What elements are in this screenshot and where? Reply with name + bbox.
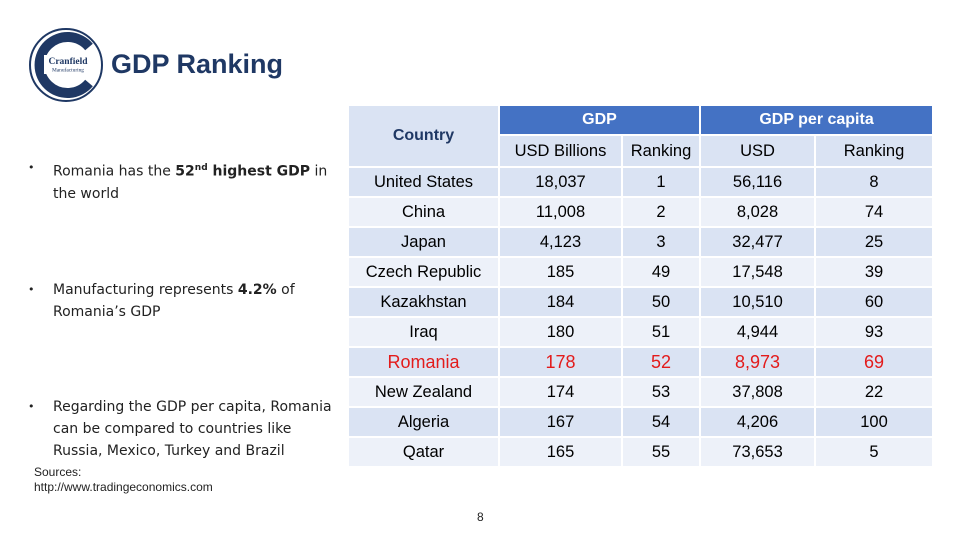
page-number: 8 — [477, 510, 484, 524]
cell-per-capita: 4,944 — [699, 316, 817, 348]
cell-per-capita: 8,973 — [699, 346, 817, 378]
cell-per-capita-rank: 22 — [814, 376, 935, 408]
cell-gdp-rank: 53 — [620, 376, 702, 408]
cell-per-capita: 73,653 — [699, 436, 817, 468]
cell-gdp-rank: 3 — [620, 226, 702, 258]
cell-country: Qatar — [347, 436, 500, 468]
cell-per-capita: 10,510 — [699, 286, 817, 318]
subheader-gdp-ranking: Ranking — [620, 134, 702, 168]
cell-per-capita-rank: 100 — [814, 406, 935, 438]
table-row-romania: Romania 178 52 8,973 69 — [347, 346, 935, 378]
table-row: Czech Republic 185 49 17,548 39 — [347, 256, 935, 288]
table-row: Kazakhstan 184 50 10,510 60 — [347, 286, 935, 318]
cell-gdp-rank: 1 — [620, 166, 702, 198]
cell-gdp: 4,123 — [498, 226, 623, 258]
cell-gdp: 11,008 — [498, 196, 623, 228]
cell-gdp: 167 — [498, 406, 623, 438]
cell-per-capita: 37,808 — [699, 376, 817, 408]
cell-country: United States — [347, 166, 500, 198]
bullet-item-manufacturing: • Manufacturing represents 4.2% of Roman… — [28, 281, 295, 320]
cell-per-capita: 56,116 — [699, 166, 817, 198]
sources-link[interactable]: http://www.tradingeconomics.com — [34, 480, 213, 494]
cell-gdp: 178 — [498, 346, 623, 378]
cell-gdp-rank: 52 — [620, 346, 702, 378]
cell-per-capita-rank: 25 — [814, 226, 935, 258]
header-country: Country — [347, 104, 500, 168]
gdp-ranking-table: Country GDP GDP per capita USD Billions … — [347, 104, 935, 468]
cell-gdp: 184 — [498, 286, 623, 318]
sources-label: Sources: — [34, 465, 82, 479]
cell-gdp-rank: 2 — [620, 196, 702, 228]
cell-per-capita-rank: 74 — [814, 196, 935, 228]
cell-gdp-rank: 50 — [620, 286, 702, 318]
header-gdp-per-capita: GDP per capita — [699, 104, 935, 136]
table-row: China 11,008 2 8,028 74 — [347, 196, 935, 228]
cell-per-capita-rank: 69 — [814, 346, 935, 378]
cell-gdp: 18,037 — [498, 166, 623, 198]
cell-per-capita-rank: 39 — [814, 256, 935, 288]
cell-per-capita: 17,548 — [699, 256, 817, 288]
svg-text:Cranfield: Cranfield — [48, 57, 88, 67]
table-row: United States 18,037 1 56,116 8 — [347, 166, 935, 198]
cell-gdp: 165 — [498, 436, 623, 468]
page-title: GDP Ranking — [111, 49, 284, 79]
cell-country: Kazakhstan — [347, 286, 500, 318]
table-row: Iraq 180 51 4,944 93 — [347, 316, 935, 348]
cell-gdp-rank: 55 — [620, 436, 702, 468]
header-gdp: GDP — [497, 104, 702, 136]
cell-per-capita-rank: 8 — [814, 166, 935, 198]
bullet-item-per-capita: • Regarding the GDP per capita, Romania … — [28, 398, 332, 459]
subheader-per-capita-ranking: Ranking — [814, 134, 935, 168]
cranfield-logo: Cranfield Manufacturing — [29, 28, 103, 102]
cell-per-capita-rank: 5 — [814, 436, 935, 468]
cell-country: Czech Republic — [347, 256, 500, 288]
cell-gdp: 185 — [498, 256, 623, 288]
cell-per-capita: 4,206 — [699, 406, 817, 438]
cell-per-capita: 8,028 — [699, 196, 817, 228]
cell-country: Romania — [347, 346, 500, 378]
table-row: Japan 4,123 3 32,477 25 — [347, 226, 935, 258]
cell-country: Algeria — [347, 406, 500, 438]
bullet-item-gdp-rank: • Romania has the 52nd highest GDP in th… — [28, 161, 328, 202]
table-row: Qatar 165 55 73,653 5 — [347, 436, 935, 468]
cell-per-capita: 32,477 — [699, 226, 817, 258]
cell-per-capita-rank: 60 — [814, 286, 935, 318]
sources-note: Sources: http://www.tradingeconomics.com — [34, 465, 213, 495]
cell-country: China — [347, 196, 500, 228]
table-row: Algeria 167 54 4,206 100 — [347, 406, 935, 438]
cell-gdp: 180 — [498, 316, 623, 348]
subheader-usd-billions: USD Billions — [498, 134, 623, 168]
svg-text:Manufacturing: Manufacturing — [52, 67, 84, 74]
cell-country: New Zealand — [347, 376, 500, 408]
subheader-usd: USD — [699, 134, 817, 168]
table-row: New Zealand 174 53 37,808 22 — [347, 376, 935, 408]
cell-country: Japan — [347, 226, 500, 258]
cell-country: Iraq — [347, 316, 500, 348]
cell-gdp: 174 — [498, 376, 623, 408]
cell-gdp-rank: 54 — [620, 406, 702, 438]
bullet-list: • Romania has the 52nd highest GDP in th… — [28, 157, 333, 459]
cell-gdp-rank: 51 — [620, 316, 702, 348]
cell-per-capita-rank: 93 — [814, 316, 935, 348]
cell-gdp-rank: 49 — [620, 256, 702, 288]
